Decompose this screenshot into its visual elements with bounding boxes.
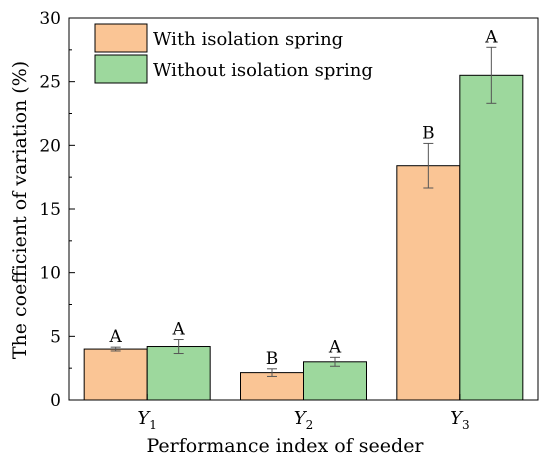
legend-swatch-0 [94, 23, 148, 53]
y-tick-label-0: 0 [50, 391, 61, 411]
y-tick-label-1: 5 [50, 327, 61, 347]
x-tick-label-2: Y3 [450, 408, 470, 432]
legend-label-1: Without isolation spring [153, 60, 373, 81]
sig-label-s0-c1: B [266, 349, 279, 369]
x-tick-label-1: Y2 [294, 408, 314, 432]
y-axis-label: The coefficient of variation (%) [9, 61, 31, 359]
sig-label-s1-c0: A [172, 320, 186, 340]
bar-s0-c1 [240, 372, 304, 401]
y-tick-label-6: 30 [39, 9, 61, 29]
significance-labels-layer: A A B A B A [109, 27, 499, 369]
error-bars-layer [110, 46, 497, 377]
x-axis-label: Performance index of seeder [146, 435, 424, 457]
axes-layer: 0 5 10 15 20 25 30 Y1 Y2 Y3 [39, 9, 539, 432]
sig-label-s1-c2: A [484, 27, 498, 47]
bars-layer [83, 74, 524, 401]
sig-label-s1-c1: A [328, 337, 342, 357]
bar-s1-c0 [146, 346, 211, 401]
legend-label-0: With isolation spring [153, 29, 343, 50]
bar-s1-c1 [303, 361, 367, 401]
legend-swatch-1 [94, 54, 148, 84]
y-tick-label-2: 10 [39, 264, 61, 284]
sig-label-s0-c2: B [422, 123, 435, 143]
x-tick-label-0: Y1 [137, 408, 157, 432]
y-tick-label-4: 20 [39, 136, 61, 156]
y-tick-label-5: 25 [39, 73, 61, 93]
y-tick-label-3: 15 [39, 200, 61, 220]
bar-s0-c2 [396, 165, 461, 401]
legend: With isolation spring Without isolation s… [94, 23, 373, 84]
bar-s0-c0 [83, 348, 148, 401]
sig-label-s0-c0: A [109, 327, 123, 347]
bar-s1-c2 [459, 74, 524, 401]
